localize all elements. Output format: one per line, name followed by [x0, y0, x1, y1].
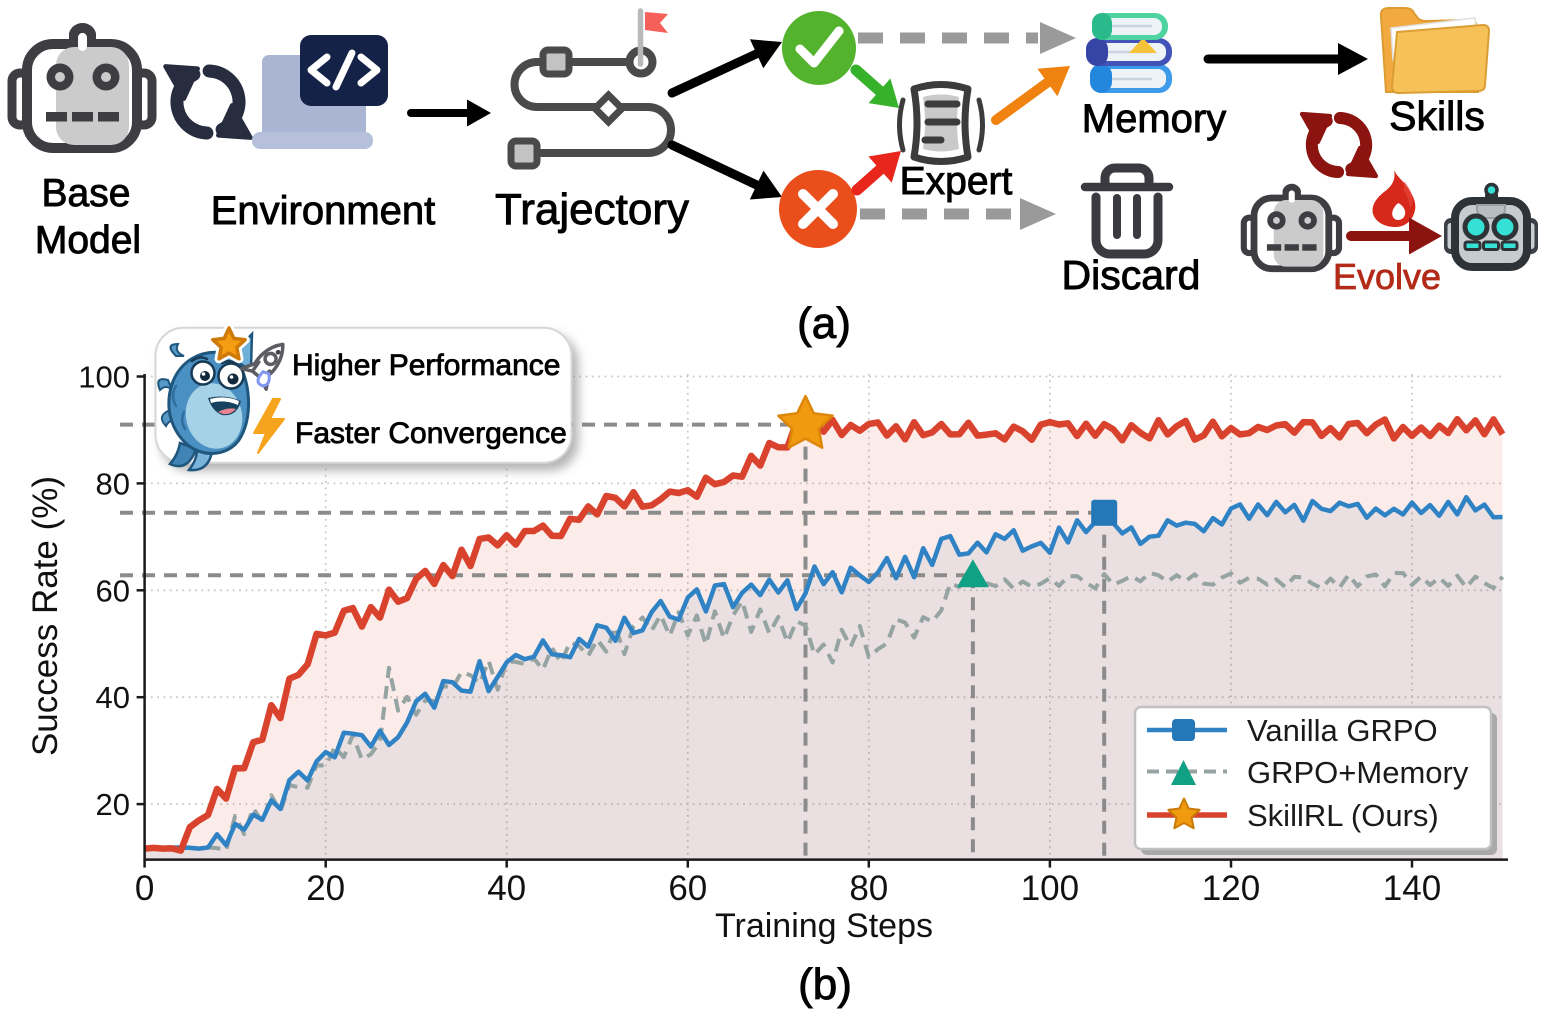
svg-text:60: 60	[96, 573, 130, 608]
svg-text:20: 20	[306, 869, 345, 908]
svg-text:Vanilla GRPO: Vanilla GRPO	[1247, 713, 1438, 748]
svg-text:(b): (b)	[798, 960, 852, 1009]
svg-text:SkillRL (Ours): SkillRL (Ours)	[1247, 798, 1439, 833]
svg-text:GRPO+Memory: GRPO+Memory	[1247, 755, 1469, 790]
svg-text:Faster Convergence: Faster Convergence	[295, 417, 567, 450]
svg-text:Trajectory: Trajectory	[495, 185, 689, 234]
svg-text:120: 120	[1202, 869, 1260, 908]
svg-text:100: 100	[1021, 869, 1079, 908]
svg-text:100: 100	[78, 360, 130, 395]
svg-text:20: 20	[96, 787, 130, 822]
svg-text:Evolve: Evolve	[1333, 256, 1441, 297]
svg-text:0: 0	[135, 869, 154, 908]
svg-text:60: 60	[668, 869, 707, 908]
svg-text:80: 80	[96, 466, 130, 501]
svg-text:Discard: Discard	[1062, 252, 1201, 298]
svg-text:Skills: Skills	[1389, 93, 1485, 139]
svg-text:40: 40	[96, 680, 130, 715]
svg-text:Environment: Environment	[211, 189, 436, 233]
svg-text:Model: Model	[35, 219, 141, 262]
svg-text:140: 140	[1383, 869, 1441, 908]
svg-text:Base: Base	[42, 172, 131, 215]
svg-text:Expert: Expert	[900, 160, 1013, 203]
svg-text:Memory: Memory	[1082, 97, 1226, 141]
svg-text:Success Rate (%): Success Rate (%)	[26, 476, 65, 756]
svg-text:40: 40	[487, 869, 526, 908]
svg-text:Higher Performance: Higher Performance	[292, 349, 560, 382]
svg-text:(a): (a)	[797, 299, 851, 348]
svg-text:80: 80	[849, 869, 888, 908]
svg-text:Training Steps: Training Steps	[715, 907, 933, 945]
